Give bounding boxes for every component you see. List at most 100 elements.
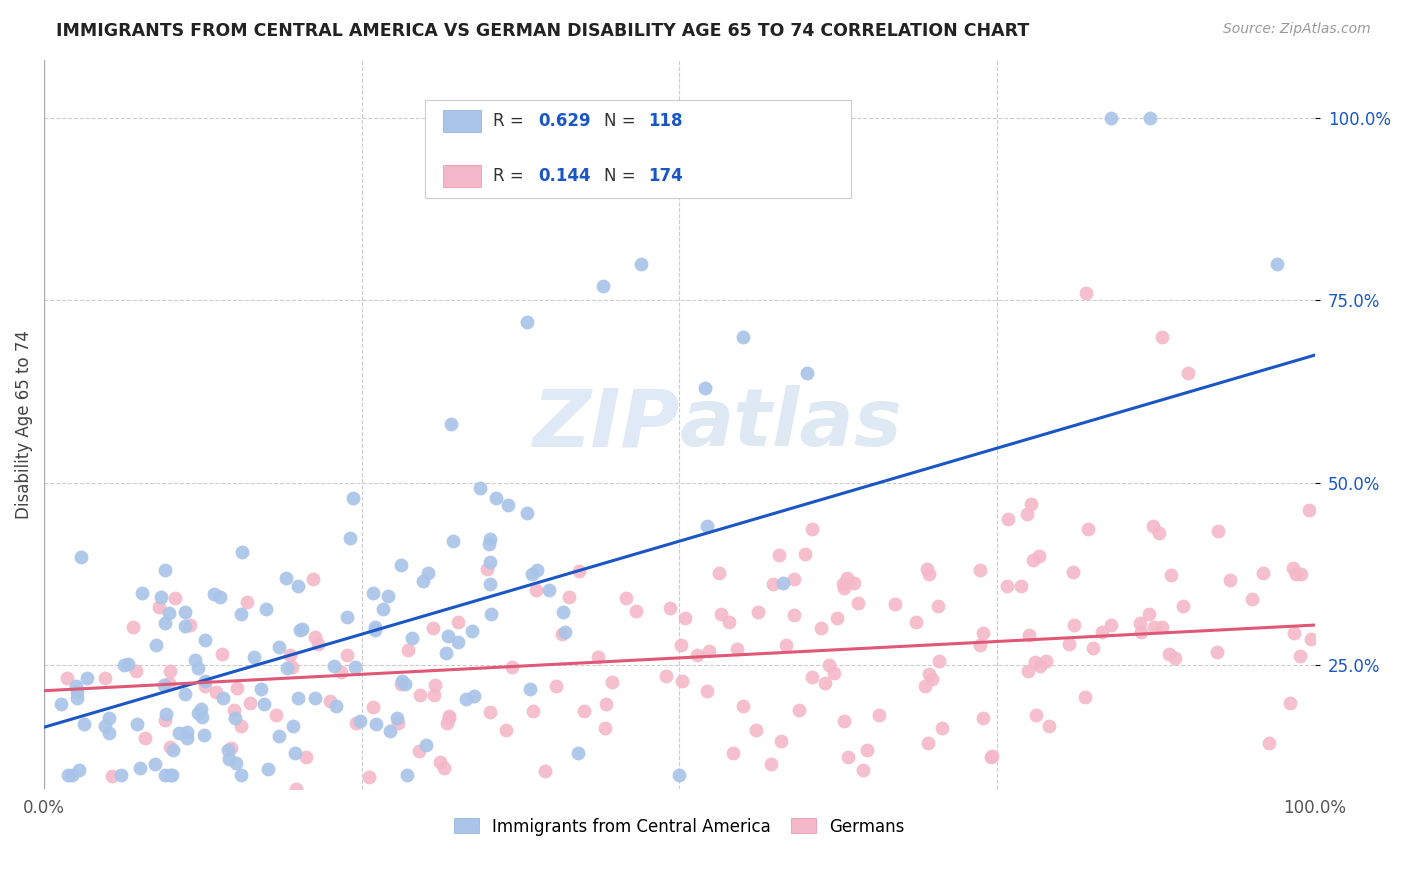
Point — [239, 696, 262, 710]
Point — [401, 631, 423, 645]
Point — [796, 367, 818, 381]
Point — [1142, 519, 1164, 533]
Point — [319, 693, 342, 707]
Point — [224, 711, 246, 725]
Point — [162, 743, 184, 757]
Point — [588, 650, 610, 665]
Point — [479, 576, 502, 591]
Point — [155, 767, 177, 781]
Point — [813, 676, 835, 690]
Text: R =: R = — [492, 112, 529, 130]
Point — [673, 611, 696, 625]
Point — [1289, 566, 1312, 581]
Point — [1018, 628, 1040, 642]
Point — [832, 714, 855, 728]
Point — [66, 685, 89, 699]
Point — [1278, 696, 1301, 710]
Point — [1157, 647, 1180, 661]
Point — [759, 757, 782, 772]
Point — [478, 533, 501, 547]
Point — [516, 506, 538, 520]
Point — [418, 566, 440, 580]
Point — [159, 767, 181, 781]
Point — [1129, 616, 1152, 631]
Point — [526, 563, 548, 577]
Point — [176, 731, 198, 745]
Point — [226, 681, 249, 696]
Point — [443, 534, 465, 549]
Point — [231, 545, 253, 559]
Point — [1205, 645, 1227, 659]
Point — [495, 723, 517, 738]
Point — [440, 417, 463, 432]
Point — [1240, 591, 1263, 606]
Point — [800, 670, 823, 684]
Text: 174: 174 — [648, 167, 682, 185]
Point — [163, 591, 186, 605]
Point — [770, 734, 793, 748]
Point — [281, 719, 304, 733]
Point — [160, 767, 183, 781]
Point — [810, 622, 832, 636]
Point — [1099, 618, 1122, 632]
Point — [153, 678, 176, 692]
Point — [159, 664, 181, 678]
Point — [835, 571, 858, 585]
Point — [624, 604, 647, 618]
Point — [837, 749, 859, 764]
Point — [1285, 567, 1308, 582]
Point — [832, 576, 855, 591]
Point — [852, 763, 875, 777]
Point — [516, 315, 538, 329]
Point — [595, 698, 617, 712]
Point — [600, 674, 623, 689]
Point — [284, 746, 307, 760]
Point — [969, 638, 991, 652]
Point — [671, 673, 693, 688]
Point — [97, 726, 120, 740]
Text: ZIP: ZIP — [531, 385, 679, 464]
Point — [336, 648, 359, 662]
Point — [1139, 111, 1161, 125]
Point — [544, 679, 567, 693]
Point — [825, 611, 848, 625]
Text: N =: N = — [605, 167, 641, 185]
Point — [437, 709, 460, 723]
Point — [522, 705, 544, 719]
Point — [1028, 549, 1050, 563]
Point — [538, 582, 561, 597]
Point — [762, 576, 785, 591]
Point — [479, 555, 502, 569]
Point — [212, 690, 235, 705]
Point — [485, 491, 508, 506]
Point — [1208, 524, 1230, 538]
Point — [157, 676, 180, 690]
Point — [342, 491, 364, 505]
Point — [276, 661, 298, 675]
Point — [295, 749, 318, 764]
Point — [396, 767, 419, 781]
Point — [725, 642, 748, 657]
Point — [696, 683, 718, 698]
Point — [1057, 637, 1080, 651]
Point — [264, 707, 287, 722]
Point — [70, 550, 93, 565]
Point — [696, 519, 718, 533]
Point — [205, 685, 228, 699]
Point — [114, 657, 136, 672]
Point — [325, 698, 347, 713]
Point — [918, 667, 941, 681]
Point — [551, 627, 574, 641]
Text: Source: ZipAtlas.com: Source: ZipAtlas.com — [1223, 22, 1371, 37]
Point — [868, 707, 890, 722]
Point — [972, 711, 994, 725]
Point — [437, 711, 460, 725]
Point — [211, 647, 233, 661]
Point — [630, 257, 652, 271]
Point — [66, 691, 89, 706]
Point — [1025, 707, 1047, 722]
Point — [846, 596, 869, 610]
Point — [658, 601, 681, 615]
Point — [150, 590, 173, 604]
Point — [1265, 257, 1288, 271]
